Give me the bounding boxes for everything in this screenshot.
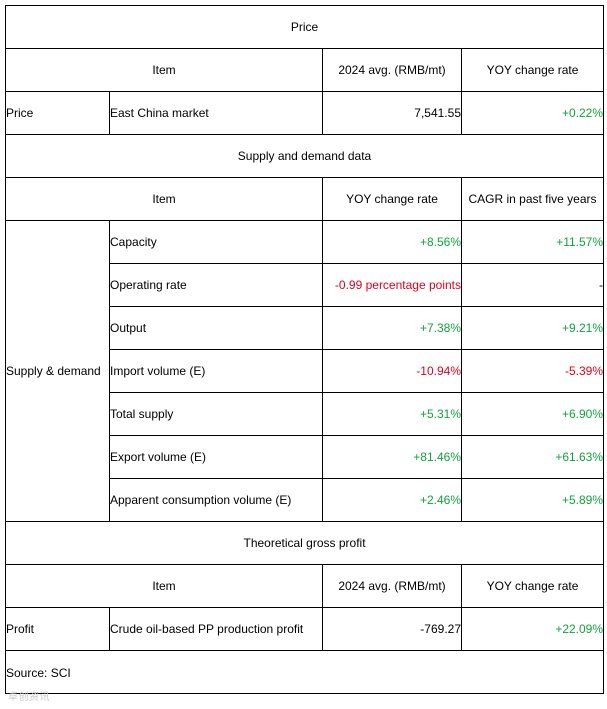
supply-header-row: Item YOY change rate CAGR in past five y… (5, 177, 605, 221)
profit-yoy: +22.09% (460, 607, 605, 651)
price-header-row: Item 2024 avg. (RMB/mt) YOY change rate (5, 48, 605, 92)
profit-item: Crude oil-based PP production profit (109, 607, 323, 651)
supply-section-title-row: Supply and demand data (4, 134, 605, 178)
supply-item: Apparent consumption volume (E) (109, 478, 323, 522)
table-row: Apparent consumption volume (E) +2.46% +… (6, 478, 605, 522)
supply-section-title: Supply and demand data (4, 134, 605, 178)
supply-cagr: +5.89% (460, 478, 605, 522)
profit-header-yoy: YOY change rate (460, 564, 605, 608)
profit-section-title: Theoretical gross profit (4, 521, 605, 565)
supply-yoy: +5.31% (322, 392, 462, 436)
supply-yoy: -10.94% (322, 349, 462, 393)
supply-header-cagr: CAGR in past five years (460, 177, 605, 221)
supply-item: Capacity (109, 220, 323, 264)
supply-yoy: +81.46% (322, 435, 462, 479)
table-row: Import volume (E) -10.94% -5.39% (6, 349, 605, 393)
source-row: Source: SCI (4, 650, 605, 694)
source-text: Source: SCI (6, 666, 71, 680)
price-category: Price (5, 91, 110, 135)
supply-yoy: +7.38% (322, 306, 462, 350)
price-header-avg: 2024 avg. (RMB/mt) (322, 48, 462, 92)
supply-yoy: +8.56% (322, 220, 462, 264)
supply-cagr: +9.21% (460, 306, 605, 350)
price-header-item: Item (5, 48, 323, 92)
price-row: Price East China market 7,541.55 +0.22% (5, 91, 605, 135)
table-row: Supply & demand Capacity +8.56% +11.57% (5, 220, 605, 522)
profit-row: Profit Crude oil-based PP production pro… (5, 607, 605, 651)
supply-item: Output (109, 306, 323, 350)
supply-yoy: -0.99 percentage points (322, 263, 462, 307)
profit-header-avg: 2024 avg. (RMB/mt) (322, 564, 462, 608)
supply-category: Supply & demand (5, 220, 110, 522)
data-table: Price Item 2024 avg. (RMB/mt) YOY change… (4, 5, 605, 694)
watermark: 卓创资讯 (8, 692, 50, 703)
price-section-title-row: Price (4, 5, 605, 49)
price-value: 7,541.55 (322, 91, 462, 135)
supply-header-yoy: YOY change rate (322, 177, 462, 221)
price-header-yoy: YOY change rate (460, 48, 605, 92)
price-item: East China market (109, 91, 323, 135)
price-yoy: +0.22% (460, 91, 605, 135)
supply-cagr: - (460, 263, 605, 307)
supply-cagr: -5.39% (460, 349, 605, 393)
profit-section-title-row: Theoretical gross profit (4, 521, 605, 565)
price-section-title: Price (4, 5, 605, 49)
supply-cagr: +11.57% (460, 220, 605, 264)
profit-value: -769.27 (322, 607, 462, 651)
profit-header-item: Item (5, 564, 323, 608)
profit-header-row: Item 2024 avg. (RMB/mt) YOY change rate (5, 564, 605, 608)
supply-item: Import volume (E) (109, 349, 323, 393)
supply-cagr: +61.63% (460, 435, 605, 479)
profit-category: Profit (5, 607, 110, 651)
supply-yoy: +2.46% (322, 478, 462, 522)
source-cell: Source: SCI (4, 650, 605, 694)
supply-item: Total supply (109, 392, 323, 436)
supply-cagr: +6.90% (460, 392, 605, 436)
supply-item: Operating rate (109, 263, 323, 307)
table-row: Total supply +5.31% +6.90% (6, 392, 605, 436)
table-row: Operating rate -0.99 percentage points - (6, 263, 605, 307)
supply-header-item: Item (5, 177, 323, 221)
supply-item: Export volume (E) (109, 435, 323, 479)
